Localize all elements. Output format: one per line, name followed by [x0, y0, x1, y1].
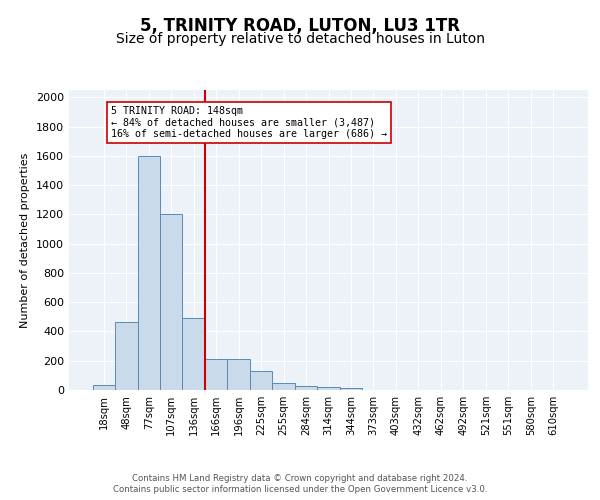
- Bar: [340, 388, 362, 390]
- Text: 5 TRINITY ROAD: 148sqm
← 84% of detached houses are smaller (3,487)
16% of semi-: 5 TRINITY ROAD: 148sqm ← 84% of detached…: [110, 106, 386, 140]
- Bar: [272, 384, 295, 390]
- Bar: [92, 385, 115, 390]
- Bar: [295, 386, 317, 390]
- Bar: [115, 322, 137, 390]
- Bar: [137, 156, 160, 390]
- Bar: [182, 318, 205, 390]
- Bar: [205, 360, 227, 390]
- Text: 5, TRINITY ROAD, LUTON, LU3 1TR: 5, TRINITY ROAD, LUTON, LU3 1TR: [140, 18, 460, 36]
- Y-axis label: Number of detached properties: Number of detached properties: [20, 152, 31, 328]
- Bar: [227, 360, 250, 390]
- Bar: [160, 214, 182, 390]
- Text: Size of property relative to detached houses in Luton: Size of property relative to detached ho…: [115, 32, 485, 46]
- Text: Contains HM Land Registry data © Crown copyright and database right 2024.
Contai: Contains HM Land Registry data © Crown c…: [113, 474, 487, 494]
- Bar: [317, 387, 340, 390]
- Bar: [250, 371, 272, 390]
